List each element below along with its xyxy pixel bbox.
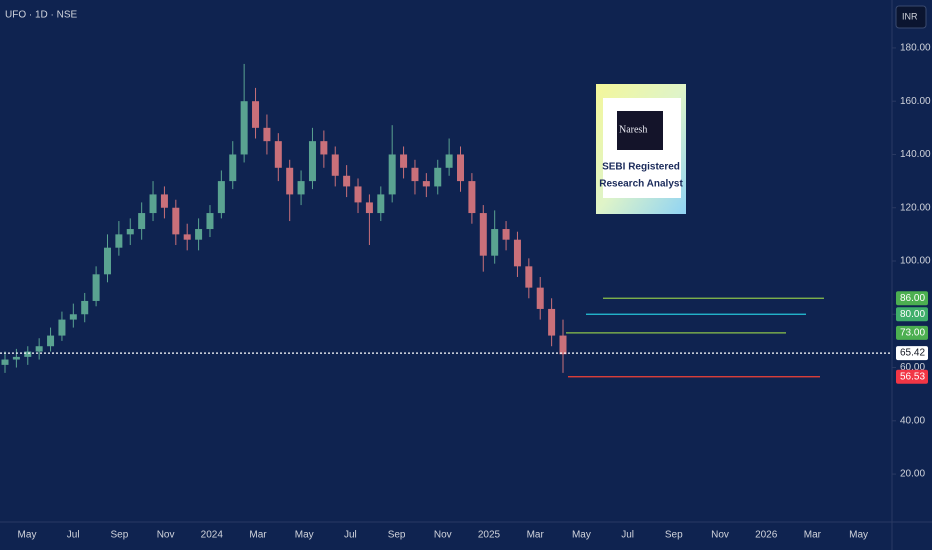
candle-body bbox=[297, 181, 305, 195]
level-label-box bbox=[896, 325, 928, 340]
chart-title: UFO · 1D · NSE bbox=[5, 10, 78, 21]
candle-body bbox=[411, 167, 419, 182]
candle-body bbox=[479, 213, 487, 256]
candle-body bbox=[206, 213, 214, 230]
candle-body bbox=[92, 274, 100, 301]
candle-body bbox=[513, 239, 521, 267]
candle-body bbox=[115, 234, 123, 248]
y-tick-label: 60.00 bbox=[900, 362, 925, 373]
candle-body bbox=[331, 154, 339, 176]
candle-body bbox=[263, 127, 271, 142]
x-tick-label: Sep bbox=[388, 530, 406, 541]
x-tick-label: Jul bbox=[67, 530, 80, 541]
candle-body bbox=[354, 186, 362, 203]
level-label: 73.00 bbox=[900, 328, 925, 339]
x-tick-label: Mar bbox=[249, 530, 267, 541]
candle-body bbox=[240, 101, 248, 155]
currency: INR bbox=[902, 11, 918, 21]
y-tick-label: 180.00 bbox=[900, 43, 931, 54]
badge-text: Research Analyst bbox=[599, 179, 683, 190]
level-label-box bbox=[896, 291, 928, 306]
currency-button[interactable] bbox=[895, 5, 927, 29]
level-label-box bbox=[896, 307, 928, 322]
x-tick-label: Sep bbox=[111, 530, 129, 541]
x-tick-label: 2025 bbox=[478, 530, 501, 541]
candle-body bbox=[457, 154, 465, 182]
x-tick-label: Jul bbox=[621, 530, 634, 541]
x-tick-label: May bbox=[18, 530, 37, 541]
candle-body bbox=[47, 335, 55, 347]
candle-body bbox=[138, 213, 146, 230]
candle-body bbox=[536, 287, 544, 309]
candle-body bbox=[308, 141, 316, 182]
y-tick-label: 40.00 bbox=[900, 415, 925, 426]
candle-body bbox=[126, 229, 134, 235]
candle-body bbox=[24, 351, 32, 357]
candle-body bbox=[491, 229, 499, 256]
x-tick-label: May bbox=[849, 530, 868, 541]
level-label: 65.42 bbox=[900, 348, 925, 359]
logo-text: Naresh bbox=[619, 124, 647, 135]
x-tick-label: May bbox=[295, 530, 314, 541]
y-tick-label: 20.00 bbox=[900, 469, 925, 480]
candle-body bbox=[343, 175, 351, 187]
badge: Naresh SEBI Registered Research Analyst bbox=[596, 84, 686, 214]
candle-body bbox=[525, 266, 533, 288]
x-tick-label: Nov bbox=[157, 530, 175, 541]
candle-body bbox=[320, 141, 328, 155]
candle-body bbox=[12, 356, 20, 360]
y-tick-label: 120.00 bbox=[900, 202, 931, 213]
candle-body bbox=[434, 167, 442, 187]
candle-body bbox=[400, 154, 408, 168]
candle-body bbox=[69, 314, 77, 320]
x-tick-label: Sep bbox=[665, 530, 683, 541]
level-label: 56.53 bbox=[900, 371, 925, 382]
candle-body bbox=[183, 234, 191, 240]
candle-body bbox=[229, 154, 237, 182]
candle-body bbox=[1, 359, 9, 365]
candle-body bbox=[195, 229, 203, 240]
logo bbox=[617, 111, 663, 150]
candle-body bbox=[377, 194, 385, 214]
candle-body bbox=[445, 154, 453, 168]
candle-body bbox=[217, 181, 225, 214]
candle-body bbox=[365, 202, 373, 214]
candle-body bbox=[172, 207, 180, 235]
candle-body bbox=[388, 154, 396, 195]
candle-body bbox=[274, 141, 282, 168]
level-label-box bbox=[896, 346, 928, 361]
x-tick-label: Mar bbox=[804, 530, 822, 541]
candle-body bbox=[103, 247, 111, 275]
x-tick-label: Jul bbox=[344, 530, 357, 541]
level-label-box bbox=[896, 369, 928, 384]
candle-body bbox=[149, 194, 157, 214]
candle-body bbox=[502, 229, 510, 240]
x-tick-label: 2026 bbox=[755, 530, 778, 541]
x-tick-label: Nov bbox=[711, 530, 729, 541]
badge-text: SEBI Registered bbox=[602, 162, 680, 173]
y-tick-label: 100.00 bbox=[900, 256, 931, 267]
y-tick-label: 140.00 bbox=[900, 149, 931, 160]
y-tick-label: 160.00 bbox=[900, 96, 931, 107]
candle-body bbox=[548, 308, 556, 336]
candle-body bbox=[559, 335, 567, 355]
candle-body bbox=[35, 346, 43, 352]
candle-body bbox=[422, 181, 430, 187]
candle-body bbox=[468, 181, 476, 214]
candle-body bbox=[286, 167, 294, 195]
candle-body bbox=[160, 194, 168, 208]
candle-body bbox=[252, 101, 260, 128]
x-tick-label: May bbox=[572, 530, 591, 541]
x-tick-label: 2024 bbox=[201, 530, 224, 541]
level-label: 80.00 bbox=[900, 309, 925, 320]
candle-body bbox=[58, 319, 66, 336]
level-label: 86.00 bbox=[900, 293, 925, 304]
x-tick-label: Nov bbox=[434, 530, 452, 541]
candle-body bbox=[81, 300, 89, 315]
x-tick-label: Mar bbox=[527, 530, 545, 541]
